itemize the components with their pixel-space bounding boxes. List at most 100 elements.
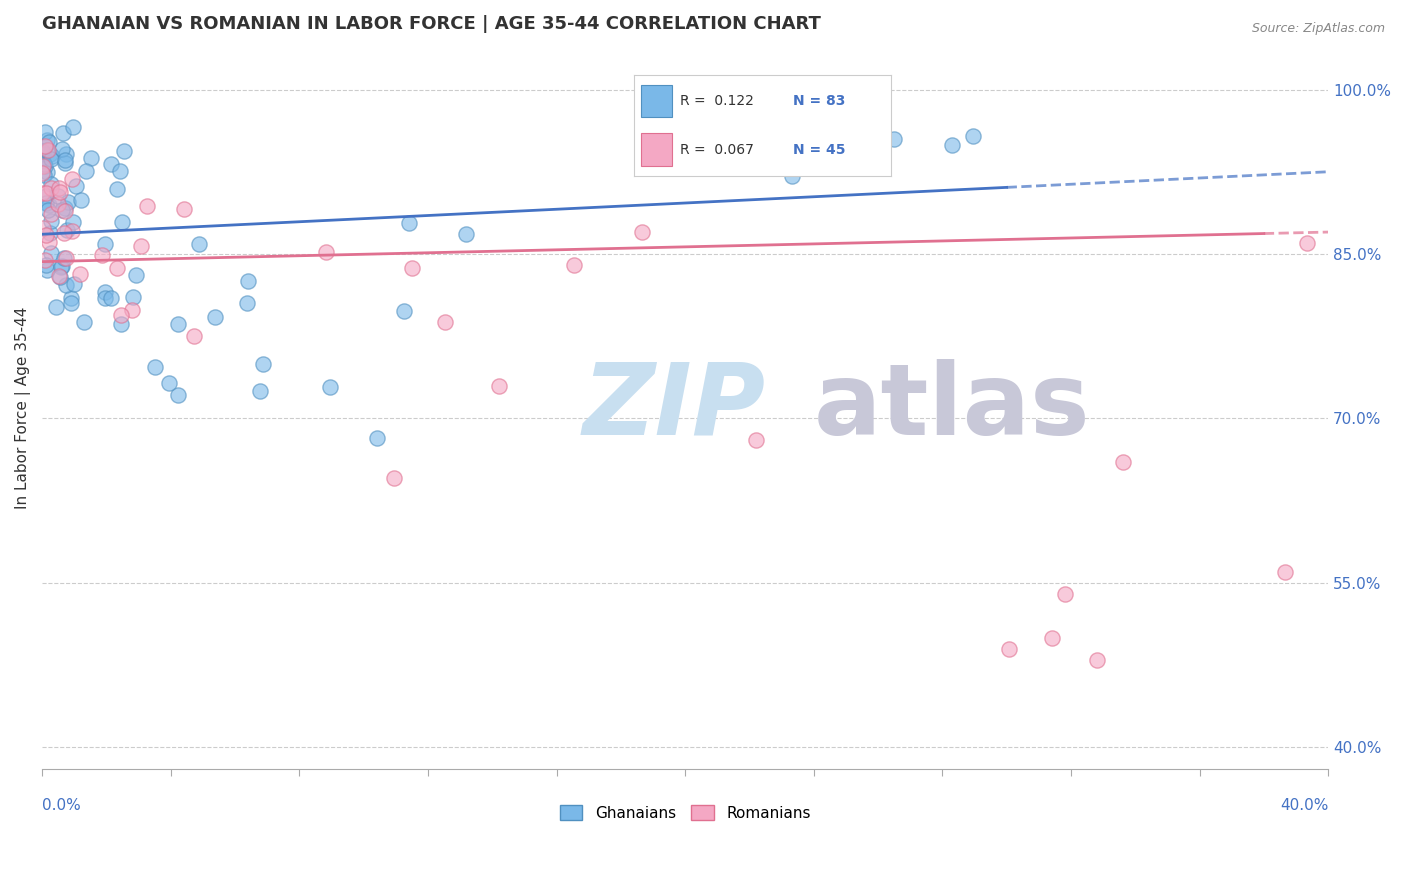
- Text: ZIP: ZIP: [582, 359, 765, 456]
- Point: [32, 159, 55, 173]
- Point: [129, 239, 152, 253]
- Point: [37, 133, 59, 147]
- Point: [55, 251, 77, 265]
- Point: [31, 146, 53, 161]
- Point: [1053, 587, 1076, 601]
- Point: [183, 329, 205, 343]
- Point: [145, 359, 167, 374]
- Point: [93, 291, 115, 305]
- Point: [39, 152, 62, 166]
- Point: [34, 253, 56, 268]
- Point: [53, 226, 76, 240]
- Point: [110, 164, 132, 178]
- Point: [35, 186, 58, 200]
- Point: [65, 178, 87, 193]
- Point: [35, 188, 58, 202]
- Point: [37, 143, 59, 157]
- Point: [39, 177, 62, 191]
- Point: [173, 202, 195, 217]
- Text: GHANAIAN VS ROMANIAN IN LABOR FORCE | AGE 35-44 CORRELATION CHART: GHANAIAN VS ROMANIAN IN LABOR FORCE | AG…: [42, 15, 821, 33]
- Point: [39, 207, 62, 221]
- Point: [998, 641, 1021, 656]
- Point: [48, 181, 70, 195]
- Point: [51, 126, 73, 140]
- Point: [188, 236, 211, 251]
- Point: [38, 135, 60, 149]
- Point: [1295, 235, 1317, 250]
- Point: [35, 195, 58, 210]
- Point: [249, 384, 271, 399]
- Point: [167, 388, 190, 402]
- Point: [94, 236, 117, 251]
- Point: [382, 471, 405, 485]
- Point: [236, 296, 259, 310]
- Point: [53, 156, 76, 170]
- Point: [53, 201, 76, 215]
- Text: 0.0%: 0.0%: [42, 798, 82, 814]
- Point: [39, 181, 62, 195]
- Point: [46, 188, 69, 202]
- Point: [94, 285, 117, 299]
- Point: [41, 149, 63, 163]
- Point: [48, 268, 70, 283]
- Point: [63, 277, 86, 292]
- Point: [125, 268, 148, 282]
- Point: [1085, 653, 1108, 667]
- Point: [31, 144, 53, 158]
- Point: [100, 291, 122, 305]
- Point: [69, 193, 91, 207]
- Point: [941, 138, 963, 153]
- Point: [100, 157, 122, 171]
- Point: [105, 260, 128, 275]
- Point: [37, 143, 59, 157]
- Point: [111, 215, 134, 229]
- Point: [52, 251, 75, 265]
- Point: [401, 260, 423, 275]
- Point: [135, 199, 157, 213]
- Point: [34, 159, 56, 173]
- Point: [37, 203, 59, 218]
- Point: [34, 228, 56, 243]
- Text: 40.0%: 40.0%: [1279, 798, 1329, 814]
- Point: [31, 146, 53, 161]
- Point: [48, 270, 70, 285]
- Point: [32, 168, 55, 182]
- Point: [75, 164, 97, 178]
- Point: [39, 214, 62, 228]
- Point: [562, 258, 585, 272]
- Point: [51, 142, 73, 156]
- Point: [31, 166, 53, 180]
- Point: [204, 310, 226, 325]
- Point: [110, 317, 132, 331]
- Point: [55, 147, 77, 161]
- Point: [31, 220, 53, 235]
- Text: atlas: atlas: [814, 359, 1090, 456]
- Point: [60, 224, 83, 238]
- Point: [46, 197, 69, 211]
- Point: [236, 275, 259, 289]
- Point: [398, 216, 420, 230]
- Point: [34, 157, 56, 171]
- Point: [55, 277, 77, 292]
- Point: [51, 202, 73, 217]
- Point: [51, 259, 73, 273]
- Point: [31, 150, 53, 164]
- Y-axis label: In Labor Force | Age 35-44: In Labor Force | Age 35-44: [15, 306, 31, 508]
- Point: [31, 186, 53, 201]
- Point: [392, 304, 415, 318]
- Point: [62, 215, 84, 229]
- Point: [55, 203, 77, 218]
- Point: [744, 434, 766, 448]
- Point: [319, 380, 342, 394]
- Point: [1040, 631, 1063, 645]
- Point: [780, 169, 803, 183]
- Point: [80, 151, 103, 165]
- Point: [34, 138, 56, 153]
- Point: [1112, 455, 1135, 469]
- Point: [107, 182, 129, 196]
- Point: [60, 172, 83, 186]
- Point: [38, 227, 60, 241]
- Point: [58, 194, 80, 209]
- Point: [48, 185, 70, 199]
- Point: [631, 225, 654, 239]
